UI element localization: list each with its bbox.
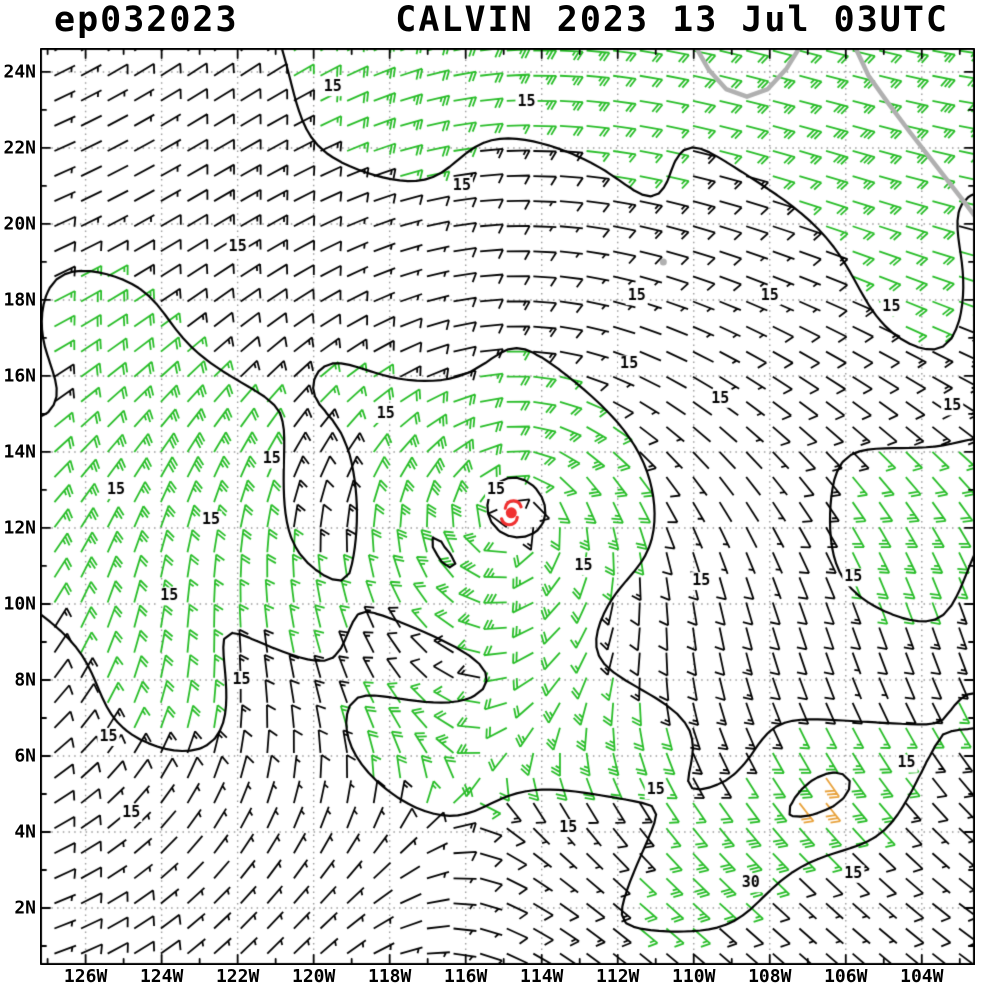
y-tick-label: 4N [14, 821, 36, 843]
y-tick-label: 16N [3, 365, 36, 387]
y-tick-label: 10N [3, 593, 36, 615]
chart-title: CALVIN 2023 13 Jul 03UTC [395, 0, 949, 40]
y-tick-label: 8N [14, 669, 36, 691]
wind-barb-map-canvas [40, 48, 975, 965]
y-tick-label: 24N [3, 61, 36, 83]
y-tick-label: 2N [14, 897, 36, 919]
x-tick-label: 104W [900, 966, 944, 987]
y-tick-label: 14N [3, 441, 36, 463]
x-tick-label: 114W [520, 966, 564, 987]
x-tick-label: 106W [824, 966, 868, 987]
x-tick-label: 126W [63, 966, 108, 987]
x-tick-label: 122W [215, 966, 260, 987]
y-tick-label: 6N [14, 745, 36, 767]
storm-id-title: ep032023 [54, 0, 239, 40]
x-tick-label: 110W [672, 966, 716, 987]
x-tick-label: 116W [444, 966, 488, 987]
y-tick-label: 22N [3, 137, 36, 159]
y-tick-label: 18N [3, 289, 36, 311]
x-tick-label: 112W [596, 966, 640, 987]
x-tick-label: 108W [748, 966, 792, 987]
x-tick-label: 118W [367, 966, 412, 987]
y-tick-label: 20N [3, 213, 36, 235]
x-tick-label: 120W [291, 966, 336, 987]
y-tick-label: 12N [3, 517, 36, 539]
x-tick-label: 124W [139, 966, 184, 987]
